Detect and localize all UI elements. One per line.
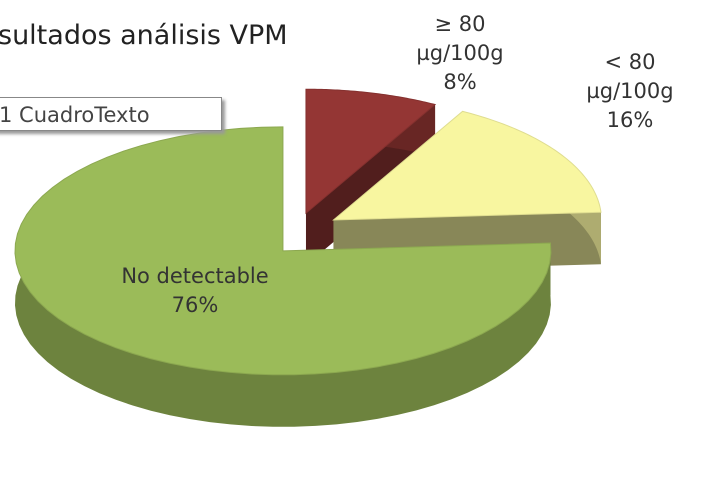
slice-top: [305, 88, 437, 215]
value-label: 8%: [443, 70, 477, 94]
text-box: 1 CuadroTexto: [0, 97, 222, 131]
value-label: 76%: [171, 293, 219, 317]
chart-title: sultados análisis VPM: [0, 20, 288, 51]
data-label: No detectable 76%: [120, 262, 270, 320]
slice-top: [14, 126, 552, 376]
category-label: ≥ 80 µg/100g: [416, 12, 504, 65]
category-label: No detectable: [121, 264, 269, 288]
data-label: ≥ 80 µg/100g 8%: [400, 10, 520, 97]
slice-top: [332, 110, 602, 221]
category-label: < 80 µg/100g: [586, 50, 674, 103]
value-label: 16%: [606, 108, 654, 132]
data-label: < 80 µg/100g 16%: [560, 48, 700, 135]
